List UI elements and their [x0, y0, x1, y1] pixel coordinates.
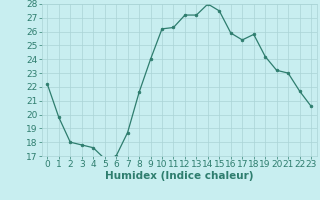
X-axis label: Humidex (Indice chaleur): Humidex (Indice chaleur) — [105, 171, 253, 181]
